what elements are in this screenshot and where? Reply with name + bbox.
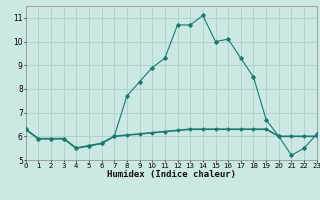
X-axis label: Humidex (Indice chaleur): Humidex (Indice chaleur) [107,170,236,179]
